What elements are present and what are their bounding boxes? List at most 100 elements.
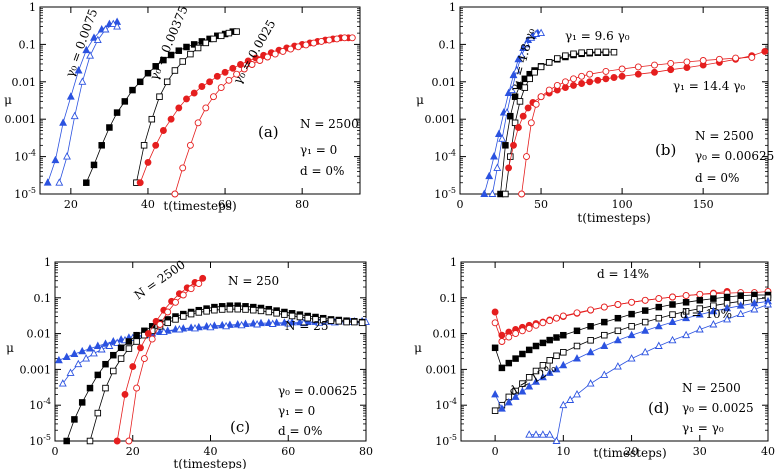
panel-d-xtick-label: 0 <box>492 445 499 458</box>
panel-a-data-point <box>152 63 159 70</box>
panel-c-xtick-label: 80 <box>359 445 373 458</box>
panel-c-xtick-label: 60 <box>281 445 295 458</box>
panel-c-data-point <box>319 316 327 324</box>
panel-d-ytick-label: 0.01 <box>433 328 458 341</box>
panel-d-data-point <box>586 347 595 356</box>
panel-c-data-point <box>358 319 366 327</box>
panel-d-data-point <box>573 389 581 398</box>
panel-c-data-point <box>284 319 293 327</box>
panel-d-data-point <box>601 318 608 326</box>
panel-d-data-point <box>491 407 499 414</box>
panel-a-data-point <box>229 64 237 72</box>
panel-b-data-point <box>651 68 658 76</box>
panel-d-data-point <box>498 338 506 345</box>
panel-a-data-point <box>106 124 113 131</box>
panel-c-data-point <box>94 371 102 379</box>
panel-d-data-point <box>682 330 691 339</box>
panel-d-data-point <box>641 347 650 356</box>
panel-a-data-point <box>194 119 202 127</box>
panel-b-data-point <box>578 49 585 56</box>
panel-c-data-point <box>129 363 137 371</box>
panel-d-xlabel: t(timesteps) <box>593 446 666 460</box>
panel-b-param-2: γ₀ = 0.00625 <box>695 149 774 163</box>
panel-d-data-point <box>491 308 499 316</box>
panel-d-annotation-1: d = 14% <box>597 267 649 281</box>
panel-a-data-point <box>136 78 144 86</box>
panel-c-data-point <box>312 316 319 323</box>
panel-d-data-point <box>545 368 554 376</box>
panel-a-data-point <box>217 84 225 92</box>
panel-c-yticks: 10-5 10-4 0.001 0.01 0.1 1 <box>20 256 366 448</box>
panel-c-ylabel: μ <box>6 341 14 355</box>
panel-a-data-point <box>152 141 160 149</box>
panel-c-data-point <box>175 325 184 333</box>
panel-d-data-point <box>573 327 581 335</box>
panel-c-data-point <box>242 306 249 313</box>
panel-b-data-point <box>545 59 553 66</box>
panel-d-yticks: 10-5 10-4 0.001 0.01 0.1 1 <box>426 256 768 448</box>
panel-a-data-point <box>210 93 217 101</box>
panel-a-data-point <box>101 25 110 33</box>
panel-c-data-point <box>74 359 83 368</box>
panel-d-series-1 <box>491 288 772 345</box>
panel-d-data-point <box>552 364 561 373</box>
panel-d-ytick-label: 10-4 <box>435 397 457 412</box>
panel-a-data-point <box>233 70 241 78</box>
panel-b-data-point <box>586 78 594 86</box>
panel-a-data-point <box>82 45 91 54</box>
panel-c-data-point <box>265 308 273 316</box>
panel-b-data-point <box>562 52 569 59</box>
panel-d-data-point <box>628 298 636 306</box>
panel-b-data-point <box>578 72 586 80</box>
panel-d-data-point <box>723 303 732 312</box>
panel-c-data-point <box>234 305 241 313</box>
panel-a-data-point <box>183 95 190 103</box>
panel-a: 10-5 10-4 0.001 0.01 0.1 1 20 40 60 80 t(timeste… <box>4 1 361 213</box>
panel-d-data-point <box>546 336 553 344</box>
panel-a-data-point <box>302 41 310 49</box>
panel-d-data-point <box>573 342 581 350</box>
panel-d-data-point <box>613 362 622 370</box>
panel-c-data-point <box>299 318 308 327</box>
panel-c-data-point <box>125 338 133 345</box>
panel-b-ytick-label: 0.1 <box>439 38 457 51</box>
panel-a-data-point <box>240 65 248 73</box>
panel-b-data-point <box>498 134 507 142</box>
panel-c-data-point <box>101 339 110 347</box>
panel-a-data-point <box>206 78 214 86</box>
panel-b-data-point <box>514 124 522 131</box>
panel-a-data-point <box>248 61 256 68</box>
panel-b-yticks: 10-5 10-4 0.001 0.01 0.1 1 <box>425 1 768 201</box>
panel-a-data-point <box>221 68 229 76</box>
panel-a-data-point <box>202 104 210 112</box>
panel-c-xtick-label: 40 <box>204 445 218 458</box>
panel-d-param-3: γ₁ = γ₀ <box>682 421 724 435</box>
panel-b-data-point <box>594 76 602 84</box>
panel-c-ytick-label: 1 <box>44 256 51 269</box>
panel-a-series-3 <box>133 28 240 186</box>
panel-a-data-point <box>74 66 83 74</box>
panel-d-data-point <box>532 377 540 385</box>
panel-d-annotation-2: d = 12% <box>507 360 559 398</box>
panel-a-data-point <box>78 77 87 85</box>
panel-a-xlabel: t(timesteps) <box>163 199 236 213</box>
panel-d-data-point <box>505 333 513 341</box>
panel-b-data-point <box>618 65 626 73</box>
panel-b-data-point <box>683 58 691 66</box>
panel-b-series-4 <box>505 47 769 172</box>
panel-c-data-point <box>86 437 94 445</box>
panel-c-data-point <box>237 320 246 329</box>
panel-a-xtick-label: 40 <box>141 198 155 211</box>
panel-d-data-point <box>539 339 547 347</box>
panel-d-xtick-label: 20 <box>625 445 639 458</box>
panel-c-ytick-label: 0.1 <box>34 292 52 305</box>
panel-a-data-point <box>66 92 75 100</box>
panel-c-ytick-label: 10-4 <box>29 397 51 412</box>
panel-b-data-point <box>602 48 610 56</box>
panel-a-xtick-label: 20 <box>64 198 78 211</box>
panel-d-data-point <box>553 314 560 322</box>
panel-b-data-point <box>494 129 503 138</box>
panel-d-data-point <box>518 387 527 395</box>
panel-d-data-point <box>491 389 500 398</box>
panel-d-data-point <box>614 314 622 322</box>
